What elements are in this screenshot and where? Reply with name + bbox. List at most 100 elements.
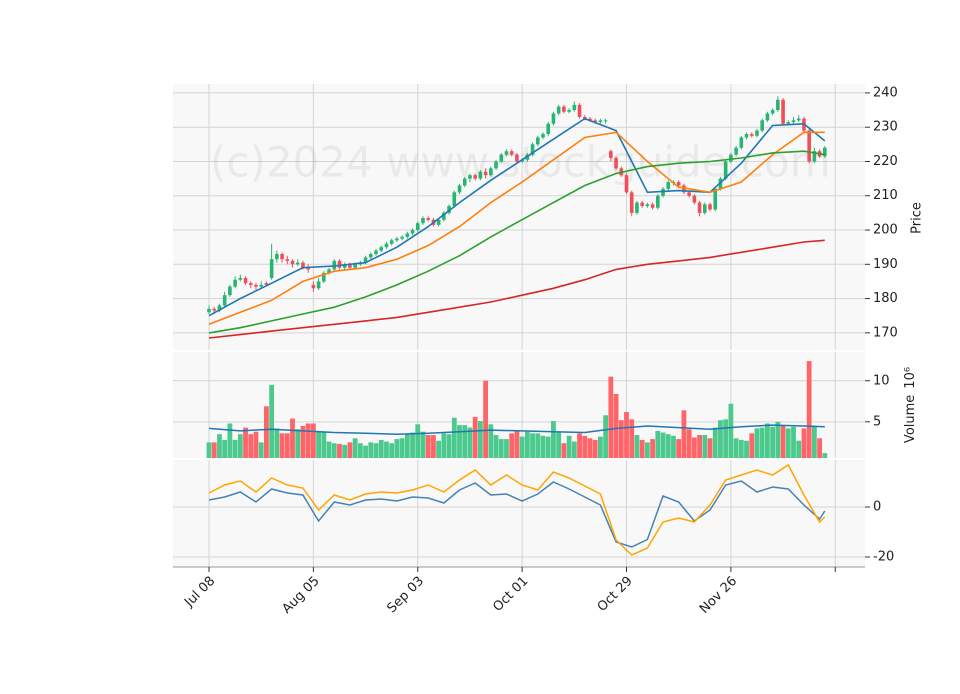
candle-body (285, 259, 290, 261)
volume-bar (592, 439, 598, 458)
candle-body (327, 269, 331, 273)
candle-body (729, 154, 733, 162)
volume-bar (404, 434, 410, 458)
candle-body (311, 284, 316, 289)
x-tick-label: Oct 01 (490, 574, 531, 615)
candle-body (353, 264, 357, 268)
volume-bar (639, 439, 645, 458)
volume-bar (530, 433, 535, 458)
candle-body (682, 185, 686, 193)
volume-bar (806, 361, 812, 458)
volume-bar (477, 421, 483, 458)
volume-bar (342, 444, 348, 458)
candle-body (708, 204, 712, 210)
candle-body (462, 178, 467, 186)
candle-body (556, 106, 561, 114)
volume-bar (352, 438, 358, 458)
candle-body (692, 195, 697, 203)
volume-bar (598, 436, 603, 458)
candle-body (546, 123, 551, 135)
candle-body (509, 151, 514, 155)
volume-bar (295, 429, 301, 458)
y-tick-label: 190 (873, 257, 898, 272)
candle-body (765, 113, 770, 121)
y-tick-label: 200 (873, 223, 898, 238)
volume-bar (347, 442, 353, 458)
volume-bar (660, 432, 666, 458)
volume-bar (483, 380, 489, 458)
volume-bar (284, 433, 290, 458)
candle-body (577, 104, 582, 117)
candle-body (624, 175, 629, 193)
volume-bar (733, 438, 739, 458)
volume-bar (738, 439, 744, 458)
y-tick-label: 170 (873, 325, 898, 340)
candle-body (233, 279, 237, 287)
volume-bar (796, 440, 802, 458)
volume-bar (524, 431, 530, 458)
volume-bar (655, 430, 661, 458)
candle-body (567, 110, 571, 112)
volume-bar (582, 435, 588, 458)
volume-bar (540, 435, 546, 458)
y-tick-label: 0 (873, 500, 881, 515)
x-tick-label: Jul 08 (181, 574, 218, 611)
x-tick-label: Aug 05 (280, 574, 323, 617)
x-tick-label: Nov 26 (697, 574, 740, 617)
volume-bar (791, 426, 796, 458)
moving-average (208, 239, 825, 339)
candle-body (415, 223, 420, 231)
candle-body (442, 212, 446, 220)
volume-bar (509, 433, 515, 458)
volume-bar (310, 423, 316, 458)
candle-body (635, 202, 639, 213)
volume-bar (363, 445, 368, 458)
candle-body (295, 262, 300, 265)
candle-body (515, 154, 519, 162)
panels (173, 84, 865, 567)
volume-bar (634, 434, 640, 458)
volume-bar (373, 443, 379, 458)
candle-body (786, 122, 791, 124)
candle-body (217, 305, 222, 311)
candle-body (421, 218, 425, 224)
indicator-line (208, 480, 826, 548)
volume-bar (243, 427, 248, 458)
candle-body (770, 110, 775, 114)
volume-bar (681, 410, 687, 458)
candle-body (812, 151, 817, 162)
candle-body (238, 278, 243, 280)
volume-bar (780, 425, 786, 458)
candle-body (379, 247, 384, 251)
volume-bar (556, 432, 562, 458)
volume-bar (728, 403, 734, 458)
candle-body (264, 283, 269, 285)
candle-body (713, 188, 718, 210)
volume-bar (227, 423, 233, 458)
candle-body (384, 243, 389, 248)
volume-bar (217, 434, 222, 458)
volume-bar (498, 439, 504, 458)
candle-body (551, 113, 556, 124)
volume-bar (420, 431, 426, 458)
x-tick-label: Sep 03 (385, 574, 428, 617)
volume-bar (384, 441, 389, 458)
candle-body (426, 218, 430, 220)
volume-bar (785, 428, 791, 458)
candle-body (666, 182, 671, 189)
volume-bar (415, 424, 421, 458)
y-tick-label: 10 (873, 373, 890, 388)
volume-bar (331, 443, 337, 458)
volume-bar (269, 384, 275, 458)
volume-bar (561, 443, 567, 458)
candle-body (436, 219, 441, 225)
candle-body (697, 202, 702, 213)
candle-body (744, 134, 749, 138)
volume-bar (744, 440, 749, 458)
volume-bar (697, 434, 702, 458)
volume-bar (253, 431, 259, 458)
candle-body (306, 267, 310, 270)
candle-body (562, 106, 566, 112)
volume-bar (337, 444, 342, 458)
volume-bar (545, 436, 551, 458)
